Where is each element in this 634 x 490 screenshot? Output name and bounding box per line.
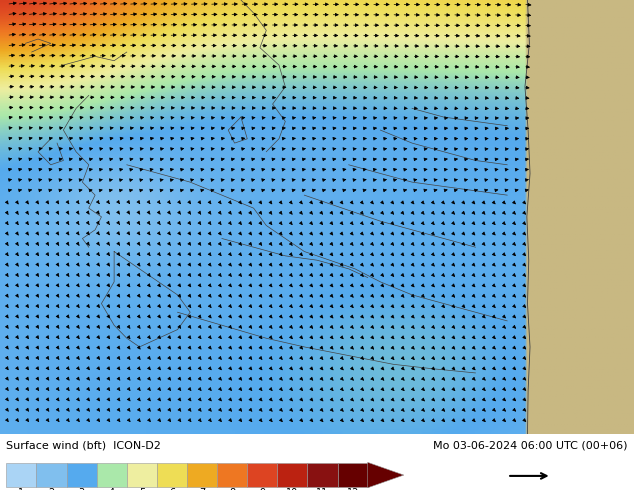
Bar bbox=[36, 463, 67, 487]
Bar bbox=[67, 463, 96, 487]
Bar bbox=[96, 463, 127, 487]
Text: 8: 8 bbox=[229, 489, 235, 490]
Bar bbox=[337, 463, 368, 487]
Text: 1: 1 bbox=[18, 489, 25, 490]
Bar bbox=[277, 463, 307, 487]
Bar bbox=[247, 463, 277, 487]
Text: 10: 10 bbox=[287, 489, 299, 490]
Bar bbox=[6, 463, 36, 487]
Text: 2: 2 bbox=[48, 489, 55, 490]
Text: 12: 12 bbox=[346, 489, 359, 490]
Bar bbox=[127, 463, 157, 487]
Bar bbox=[157, 463, 187, 487]
Bar bbox=[307, 463, 337, 487]
Text: 7: 7 bbox=[199, 489, 205, 490]
Text: Surface wind (bft)  ICON-D2: Surface wind (bft) ICON-D2 bbox=[6, 441, 161, 450]
Text: Mo 03-06-2024 06:00 UTC (00+06): Mo 03-06-2024 06:00 UTC (00+06) bbox=[433, 441, 628, 450]
Text: 4: 4 bbox=[108, 489, 115, 490]
Bar bbox=[217, 463, 247, 487]
Bar bbox=[187, 463, 217, 487]
FancyArrow shape bbox=[368, 463, 404, 488]
Text: 6: 6 bbox=[169, 489, 175, 490]
Text: 9: 9 bbox=[259, 489, 266, 490]
Text: 3: 3 bbox=[79, 489, 85, 490]
Text: 5: 5 bbox=[139, 489, 145, 490]
Text: 11: 11 bbox=[316, 489, 328, 490]
